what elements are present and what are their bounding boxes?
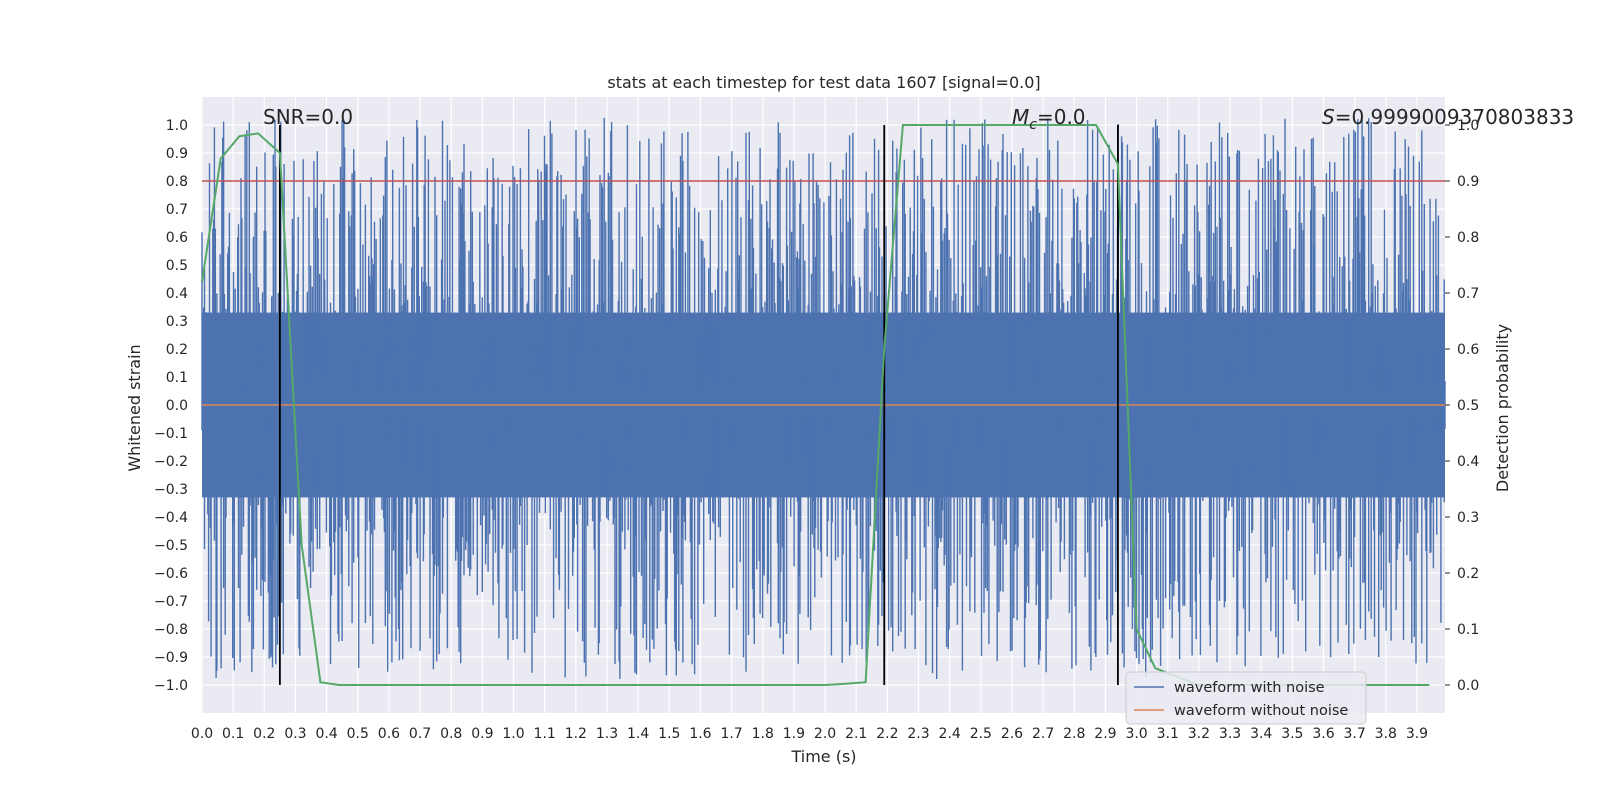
x-tick-label: 0.7 bbox=[409, 726, 431, 742]
y-axis-label: Whitened strain bbox=[125, 344, 144, 471]
y2-tick-label: 0.2 bbox=[1457, 566, 1479, 582]
y-tick-label: 0.8 bbox=[166, 174, 188, 190]
y2-tick-label: 0.5 bbox=[1457, 398, 1479, 414]
x-tick-label: 3.4 bbox=[1250, 726, 1272, 742]
y2-tick-label: 0.9 bbox=[1457, 174, 1479, 190]
y2-tick-label: 0.3 bbox=[1457, 510, 1479, 526]
x-tick-label: 2.9 bbox=[1094, 726, 1116, 742]
x-tick-label: 1.7 bbox=[720, 726, 742, 742]
y-tick-label: 0.4 bbox=[166, 286, 188, 302]
legend-entry: waveform with noise bbox=[1174, 680, 1325, 696]
y-tick-label: 0.1 bbox=[166, 370, 188, 386]
x-tick-label: 0.0 bbox=[191, 726, 213, 742]
chart-marks bbox=[201, 124, 1445, 686]
snr-annotation: SNR=0.0 bbox=[263, 105, 353, 129]
x-tick-label: 3.8 bbox=[1375, 726, 1397, 742]
x-tick-label: 2.5 bbox=[970, 726, 992, 742]
chirp-mass-symbol: M bbox=[1012, 105, 1029, 129]
s-value: =0.9999009370803833 bbox=[1335, 105, 1574, 129]
y-tick-label: 0.7 bbox=[166, 202, 188, 218]
x-tick-label: 1.8 bbox=[752, 726, 774, 742]
x-tick-label: 2.1 bbox=[845, 726, 867, 742]
x-tick-label: 1.9 bbox=[783, 726, 805, 742]
legend-box bbox=[1125, 671, 1367, 725]
s-annotation: S=0.9999009370803833 bbox=[1322, 105, 1574, 129]
chirp-mass-annotation: Mc=0.0 bbox=[1012, 105, 1086, 133]
x-tick-label: 0.9 bbox=[471, 726, 493, 742]
x-tick-label: 0.5 bbox=[347, 726, 369, 742]
x-tick-label: 1.2 bbox=[565, 726, 587, 742]
y2-tick-label: 0.4 bbox=[1457, 454, 1479, 470]
y-tick-label: −0.9 bbox=[154, 650, 188, 666]
y-tick-label: −0.3 bbox=[154, 482, 188, 498]
y2-axis-label: Detection probability bbox=[1493, 324, 1512, 492]
y-tick-label: −0.8 bbox=[154, 622, 188, 638]
x-tick-label: 3.0 bbox=[1125, 726, 1147, 742]
x-tick-label: 3.5 bbox=[1281, 726, 1303, 742]
x-tick-label: 2.7 bbox=[1032, 726, 1054, 742]
y-tick-label: −1.0 bbox=[154, 678, 188, 694]
y2-tick-label: 0.0 bbox=[1457, 678, 1479, 694]
noise-trace bbox=[201, 118, 1446, 679]
y-tick-label: 0.9 bbox=[166, 146, 188, 162]
y2-tick-label: 0.8 bbox=[1457, 230, 1479, 246]
x-tick-label: 1.5 bbox=[658, 726, 680, 742]
y-tick-label: 0.5 bbox=[166, 258, 188, 274]
chirp-mass-subscript: c bbox=[1029, 117, 1037, 133]
x-tick-label: 3.2 bbox=[1188, 726, 1210, 742]
x-tick-label: 0.3 bbox=[284, 726, 306, 742]
x-tick-label: 2.3 bbox=[907, 726, 929, 742]
y-tick-label: 0.0 bbox=[166, 398, 188, 414]
x-tick-label: 2.6 bbox=[1001, 726, 1023, 742]
y-tick-label: −0.6 bbox=[154, 566, 188, 582]
y-tick-label: 0.6 bbox=[166, 230, 188, 246]
y-tick-label: −0.5 bbox=[154, 538, 188, 554]
x-tick-label: 2.2 bbox=[876, 726, 898, 742]
x-tick-label: 0.6 bbox=[378, 726, 400, 742]
x-tick-label: 0.4 bbox=[315, 726, 337, 742]
x-tick-label: 3.1 bbox=[1157, 726, 1179, 742]
x-tick-label: 0.8 bbox=[440, 726, 462, 742]
y-tick-label: −0.2 bbox=[154, 454, 188, 470]
x-tick-label: 1.3 bbox=[596, 726, 618, 742]
x-tick-label: 0.1 bbox=[222, 726, 244, 742]
x-axis-label: Time (s) bbox=[790, 747, 856, 766]
chart-title: stats at each timestep for test data 160… bbox=[607, 73, 1040, 92]
x-tick-label: 3.3 bbox=[1219, 726, 1241, 742]
x-tick-label: 1.0 bbox=[502, 726, 524, 742]
x-tick-label: 1.6 bbox=[689, 726, 711, 742]
legend-entry: waveform without noise bbox=[1174, 703, 1348, 719]
chirp-mass-value: =0.0 bbox=[1037, 105, 1086, 129]
y2-tick-label: 1.0 bbox=[1457, 118, 1479, 134]
legend: waveform with noise waveform without nois… bbox=[1125, 671, 1367, 725]
s-symbol: S bbox=[1322, 105, 1335, 129]
x-tick-label: 2.8 bbox=[1063, 726, 1085, 742]
y-tick-label: −0.4 bbox=[154, 510, 188, 526]
x-tick-label: 2.4 bbox=[939, 726, 961, 742]
ticks: 0.0 0.1 0.2 0.3 0.4 0.5 0.6 0.7 0.8 0.9 1.0 1.1 1.2 1… bbox=[154, 118, 1479, 742]
x-tick-label: 3.6 bbox=[1312, 726, 1334, 742]
x-tick-label: 0.2 bbox=[253, 726, 275, 742]
detection-probability-line bbox=[201, 124, 1430, 686]
y-tick-label: 0.3 bbox=[166, 314, 188, 330]
y-tick-label: 1.0 bbox=[166, 118, 188, 134]
x-tick-label: 3.9 bbox=[1406, 726, 1428, 742]
y2-tick-label: 0.1 bbox=[1457, 622, 1479, 638]
y-tick-label: −0.1 bbox=[154, 426, 188, 442]
x-tick-label: 1.4 bbox=[627, 726, 649, 742]
y-tick-label: 0.2 bbox=[166, 342, 188, 358]
y-tick-label: −0.7 bbox=[154, 594, 188, 610]
x-tick-label: 2.0 bbox=[814, 726, 836, 742]
x-tick-label: 3.7 bbox=[1344, 726, 1366, 742]
x-tick-label: 1.1 bbox=[534, 726, 556, 742]
y2-tick-label: 0.6 bbox=[1457, 342, 1479, 358]
y2-tick-label: 0.7 bbox=[1457, 286, 1479, 302]
